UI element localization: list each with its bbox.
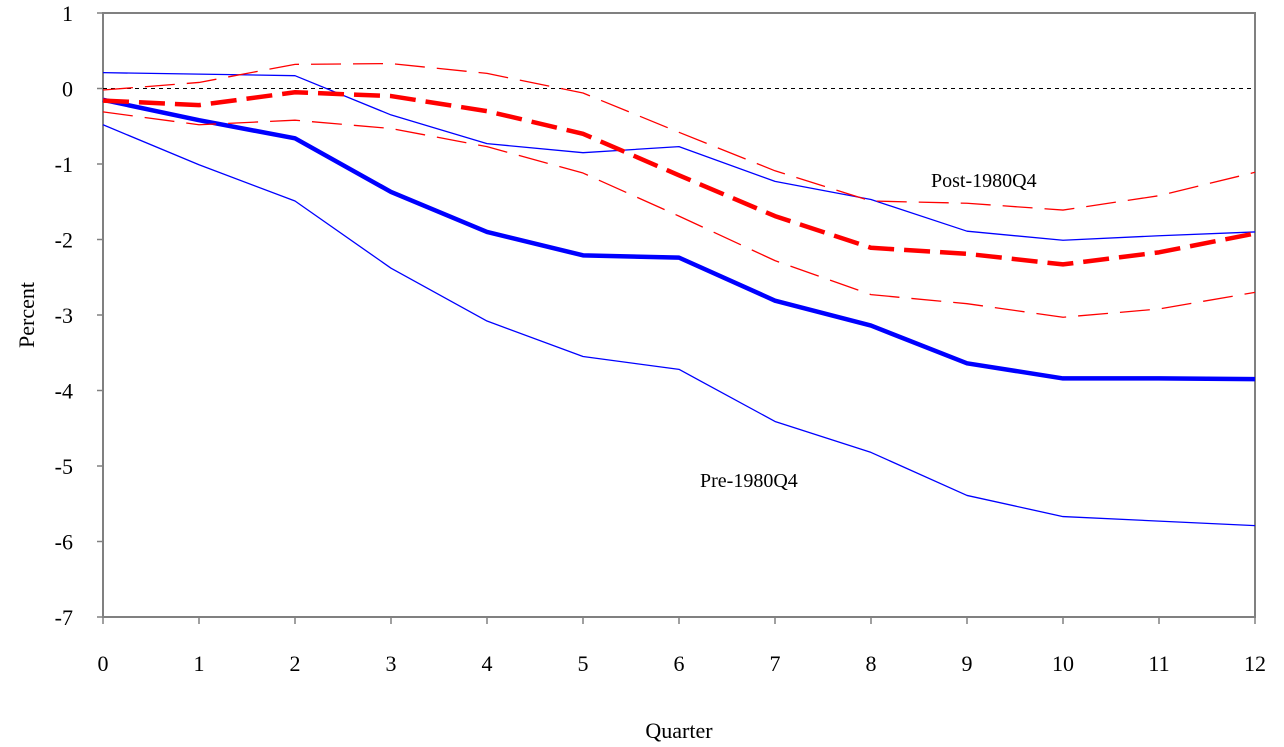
x-tick-label: 0	[98, 651, 109, 676]
y-tick-label: -5	[55, 454, 73, 479]
y-tick-label: -2	[55, 228, 73, 253]
y-tick-label: -1	[55, 152, 73, 177]
series-line-pre-lower	[102, 124, 1256, 527]
x-tick-label: 6	[674, 651, 685, 676]
x-tick-label: 11	[1148, 651, 1169, 676]
annotation-post-1980q4: Post-1980Q4	[931, 170, 1037, 192]
x-tick-label: 2	[290, 651, 301, 676]
x-axis-title: Quarter	[645, 718, 713, 743]
x-tick-label: 9	[962, 651, 973, 676]
y-axis-title: Percent	[14, 282, 39, 348]
series-line-post-upper	[102, 62, 1256, 211]
series-line-pre-upper	[102, 71, 1256, 241]
annotation-pre-1980q4: Pre-1980Q4	[700, 470, 798, 492]
x-tick-label: 5	[578, 651, 589, 676]
y-tick-label: -4	[55, 379, 73, 404]
x-tick-label: 4	[482, 651, 493, 676]
series-line-pre-point	[102, 97, 1256, 382]
y-axis: 1 0 -1 -2 -3 -4 -5 -6 -7	[55, 1, 103, 630]
x-tick-label: 12	[1244, 651, 1266, 676]
x-tick-label: 3	[386, 651, 397, 676]
x-tick-label: 8	[866, 651, 877, 676]
x-tick-label: 1	[194, 651, 205, 676]
y-tick-label: -6	[55, 530, 73, 555]
series-layer	[102, 62, 1256, 527]
y-tick-label: -3	[55, 303, 73, 328]
x-tick-label: 10	[1052, 651, 1074, 676]
x-tick-label: 7	[770, 651, 781, 676]
series-line-post-lower	[102, 111, 1256, 318]
y-tick-label: 0	[62, 77, 73, 102]
y-tick-label: 1	[62, 1, 73, 26]
series-line-post-point	[102, 90, 1256, 267]
x-axis: 0 1 2 3 4 5 6 7 8 9 10 11 12	[98, 617, 1266, 676]
y-tick-label: -7	[55, 605, 73, 630]
